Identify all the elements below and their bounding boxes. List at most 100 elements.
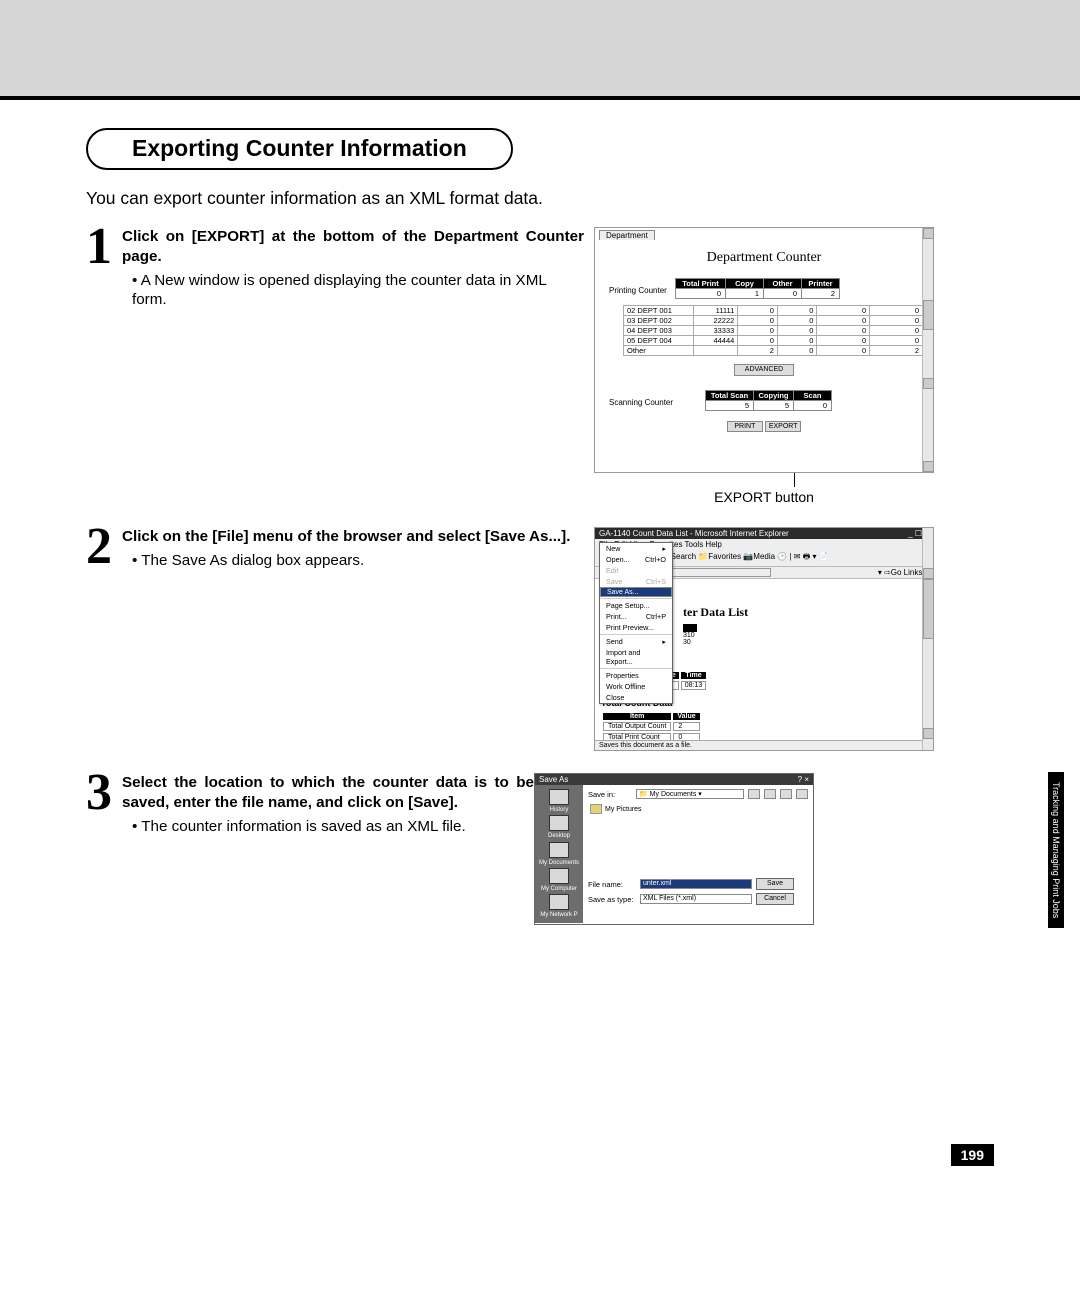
pv3: 2 <box>802 289 840 299</box>
tch0: Item <box>603 713 671 720</box>
scroll-up-button-2[interactable] <box>923 568 934 579</box>
dept-cell: 0 <box>817 346 870 356</box>
side-desktop: Desktop <box>548 833 570 839</box>
button-row: PRINT EXPORT <box>609 421 919 432</box>
dept-cell: 0 <box>817 326 870 336</box>
scanning-label: Scanning Counter <box>609 390 675 407</box>
dc-title: Department Counter <box>595 250 933 266</box>
saveastype-select[interactable]: XML Files (*.xml) <box>640 894 752 904</box>
menu-work-offline[interactable]: Work Offline <box>600 681 672 692</box>
cancel-button[interactable]: Cancel <box>756 893 794 905</box>
printing-label: Printing Counter <box>609 278 675 295</box>
printing-table: Total Print Copy Other Printer 0 1 0 2 <box>675 278 840 299</box>
scroll-down-button-2[interactable] <box>923 728 934 739</box>
step-2: 2 Click on the [File] menu of the browse… <box>86 527 994 751</box>
side-tab: Tracking and Managing Print Jobs <box>1048 772 1064 928</box>
browser-titlebar: GA-1140 Count Data List - Microsoft Inte… <box>595 528 933 539</box>
browser-title: GA-1140 Count Data List - Microsoft Inte… <box>599 529 789 538</box>
dept-cell: 0 <box>870 306 923 316</box>
saveas-window-buttons[interactable]: ? × <box>798 775 809 784</box>
screenshot-save-as: Save As ? × History Desktop My Documents … <box>534 773 814 925</box>
dept-cell: Other <box>624 346 694 356</box>
pv1: 1 <box>726 289 764 299</box>
dept-cell: 0 <box>777 316 817 326</box>
pv2: 0 <box>764 289 802 299</box>
menu-new[interactable]: New▸ <box>600 543 672 554</box>
dept-cell: 0 <box>870 316 923 326</box>
advanced-button[interactable]: ADVANCED <box>734 364 794 376</box>
menu-edit: Edit <box>600 565 672 576</box>
screenshot-department-counter: Department Department Counter Printing C… <box>594 227 934 473</box>
table-row: 03 DEPT 002222220000 <box>624 316 923 326</box>
department-tab[interactable]: Department <box>599 230 655 240</box>
menu-print-preview[interactable]: Print Preview... <box>600 622 672 633</box>
saveas-body: History Desktop My Documents My Computer… <box>535 785 813 923</box>
scrollbar[interactable] <box>922 228 933 472</box>
scroll-mid-button[interactable] <box>923 378 934 389</box>
dept-cell: 03 DEPT 002 <box>624 316 694 326</box>
saveas-title: Save As <box>539 775 568 784</box>
dept-cell: 05 DEPT 004 <box>624 336 694 346</box>
menu-page-setup[interactable]: Page Setup... <box>600 600 672 611</box>
save-button[interactable]: Save <box>756 878 794 890</box>
menu-save-as[interactable]: Save As... <box>600 587 672 597</box>
dept-cell: 0 <box>777 346 817 356</box>
savein-label: Save in: <box>588 790 632 799</box>
dept-cell: 02 DEPT 001 <box>624 306 694 316</box>
dept-cell: 0 <box>777 306 817 316</box>
file-menu[interactable]: New▸ Open...Ctrl+O Edit SaveCtrl+S Save … <box>599 542 673 704</box>
val310: 310 <box>683 632 923 639</box>
page-title: Exporting Counter Information <box>86 128 513 170</box>
step-3-bullet: The counter information is saved as an X… <box>132 817 534 837</box>
th-copying: Copying <box>754 391 794 401</box>
table-row: 02 DEPT 001111110000 <box>624 306 923 316</box>
menu-close[interactable]: Close <box>600 692 672 703</box>
menu-print[interactable]: Print...Ctrl+P <box>600 611 672 622</box>
export-button[interactable]: EXPORT <box>765 421 801 432</box>
table-row: 05 DEPT 004444440000 <box>624 336 923 346</box>
filename-input[interactable]: unter.xml <box>640 879 752 889</box>
dv3: 08:13 <box>681 681 707 690</box>
view-icon[interactable] <box>796 789 808 799</box>
side-history: History <box>550 807 569 813</box>
dept-cell: 44444 <box>694 336 738 346</box>
print-button[interactable]: PRINT <box>727 421 763 432</box>
page-content: Exporting Counter Information You can ex… <box>0 100 1080 925</box>
dh3: Time <box>681 672 707 679</box>
side-mycomputer: My Computer <box>541 886 577 892</box>
scroll-thumb[interactable] <box>923 300 934 330</box>
dept-table: 02 DEPT 00111111000003 DEPT 002222220000… <box>623 305 923 356</box>
sidetab-line2: Managing Print Jobs <box>1051 836 1061 918</box>
menu-open[interactable]: Open...Ctrl+O <box>600 554 672 565</box>
file-list[interactable]: My Pictures <box>588 802 808 876</box>
scroll-down-button[interactable] <box>923 461 934 472</box>
menu-import-export[interactable]: Import and Export... <box>600 647 672 667</box>
scroll-up-button[interactable] <box>923 228 934 239</box>
saveas-sidepanel: History Desktop My Documents My Computer… <box>535 785 583 923</box>
up-icon[interactable] <box>764 789 776 799</box>
savein-select[interactable]: 📁 My Documents ▾ <box>636 789 744 799</box>
dept-cell: 0 <box>777 336 817 346</box>
history-icon[interactable] <box>549 789 569 805</box>
browser-scrollbar[interactable] <box>922 528 933 750</box>
step-1-text: 1 Click on [EXPORT] at the bottom of the… <box>86 227 584 310</box>
filename-label: File name: <box>588 880 636 889</box>
pv0: 0 <box>676 289 726 299</box>
desktop-icon[interactable] <box>549 815 569 831</box>
scroll-thumb-2[interactable] <box>923 579 934 639</box>
menu-send[interactable]: Send▸ <box>600 636 672 647</box>
menu-properties[interactable]: Properties <box>600 670 672 681</box>
back-icon[interactable] <box>748 789 760 799</box>
newfolder-icon[interactable] <box>780 789 792 799</box>
mycomputer-icon[interactable] <box>549 868 569 884</box>
mynetwork-icon[interactable] <box>549 894 569 910</box>
mydocs-icon[interactable] <box>549 842 569 858</box>
printing-counter-row: Printing Counter Total Print Copy Other … <box>609 278 919 299</box>
dept-cell: 0 <box>738 336 778 346</box>
sidetab-line1: Tracking and <box>1051 782 1061 834</box>
folder-my-pictures[interactable]: My Pictures <box>590 804 806 814</box>
dept-cell: 0 <box>870 326 923 336</box>
page-number: 199 <box>951 1144 994 1166</box>
step-1-screenshot-col: Department Department Counter Printing C… <box>594 227 934 505</box>
scanning-counter-row: Scanning Counter Total Scan Copying Scan… <box>609 390 919 411</box>
